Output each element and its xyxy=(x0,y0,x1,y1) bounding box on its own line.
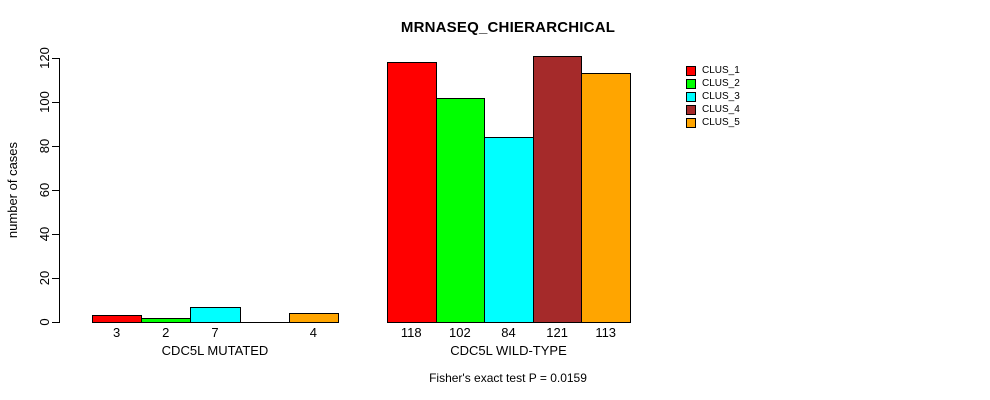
legend-row-clus_2: CLUS_2 xyxy=(686,79,740,89)
legend-swatch-clus_2 xyxy=(686,79,696,89)
legend-swatch-clus_1 xyxy=(686,66,696,76)
bar-clus_3 xyxy=(190,306,241,323)
legend-label-clus_4: CLUS_4 xyxy=(702,104,740,115)
bar-clus_1 xyxy=(92,315,143,323)
y-tick xyxy=(52,146,60,147)
chart-title: MRNASEQ_CHIERARCHICAL xyxy=(400,19,616,36)
y-tick xyxy=(52,58,60,59)
legend-swatch-clus_4 xyxy=(686,105,696,115)
bar-value-label: 4 xyxy=(309,325,317,340)
bar-clus_2 xyxy=(435,97,486,323)
legend: CLUS_1 CLUS_2 CLUS_3 CLUS_4 CLUS_5 xyxy=(686,66,740,131)
y-tick-label: 100 xyxy=(37,91,52,113)
bar-value-label: 84 xyxy=(501,325,516,340)
bar-clus_2 xyxy=(141,317,192,323)
legend-swatch-clus_3 xyxy=(686,92,696,102)
y-tick xyxy=(52,278,60,279)
bar-clus_3 xyxy=(484,137,534,323)
group-label: CDC5L MUTATED xyxy=(161,343,269,358)
bar-clus_5 xyxy=(581,73,631,323)
bar-value-label: 102 xyxy=(449,325,471,340)
y-tick xyxy=(52,102,60,103)
y-tick-label: 80 xyxy=(37,138,52,154)
y-axis-title: number of cases xyxy=(5,141,20,239)
legend-label-clus_2: CLUS_2 xyxy=(702,78,740,89)
y-tick xyxy=(52,190,60,191)
bar-value-label: 3 xyxy=(112,325,121,340)
bar-clus_1 xyxy=(387,62,437,323)
bar-clus_5 xyxy=(288,313,339,323)
legend-row-clus_4: CLUS_4 xyxy=(686,105,740,115)
y-tick-label: 40 xyxy=(37,226,52,242)
bar-value-label: 113 xyxy=(595,325,617,340)
bar-clus_4 xyxy=(532,55,583,323)
legend-row-clus_1: CLUS_1 xyxy=(686,66,740,76)
legend-label-clus_5: CLUS_5 xyxy=(702,117,740,128)
y-tick xyxy=(52,234,60,235)
y-tick-label: 20 xyxy=(37,270,52,286)
legend-row-clus_5: CLUS_5 xyxy=(686,118,740,128)
legend-label-clus_1: CLUS_1 xyxy=(702,65,740,76)
bar-value-label: 2 xyxy=(162,325,170,340)
bar-value-label: 121 xyxy=(546,325,568,340)
group-label: CDC5L WILD-TYPE xyxy=(450,343,567,358)
annotation-text: Fisher's exact test P = 0.0159 xyxy=(429,371,587,385)
y-tick xyxy=(52,322,60,323)
bar-value-label: 7 xyxy=(211,325,219,340)
y-tick-label: 120 xyxy=(37,47,52,69)
y-tick-label: 60 xyxy=(37,182,52,198)
bar-value-label: 118 xyxy=(400,325,422,340)
legend-swatch-clus_5 xyxy=(686,118,696,128)
legend-row-clus_3: CLUS_3 xyxy=(686,92,740,102)
legend-label-clus_3: CLUS_3 xyxy=(702,91,740,102)
y-tick-label: 0 xyxy=(37,318,52,326)
